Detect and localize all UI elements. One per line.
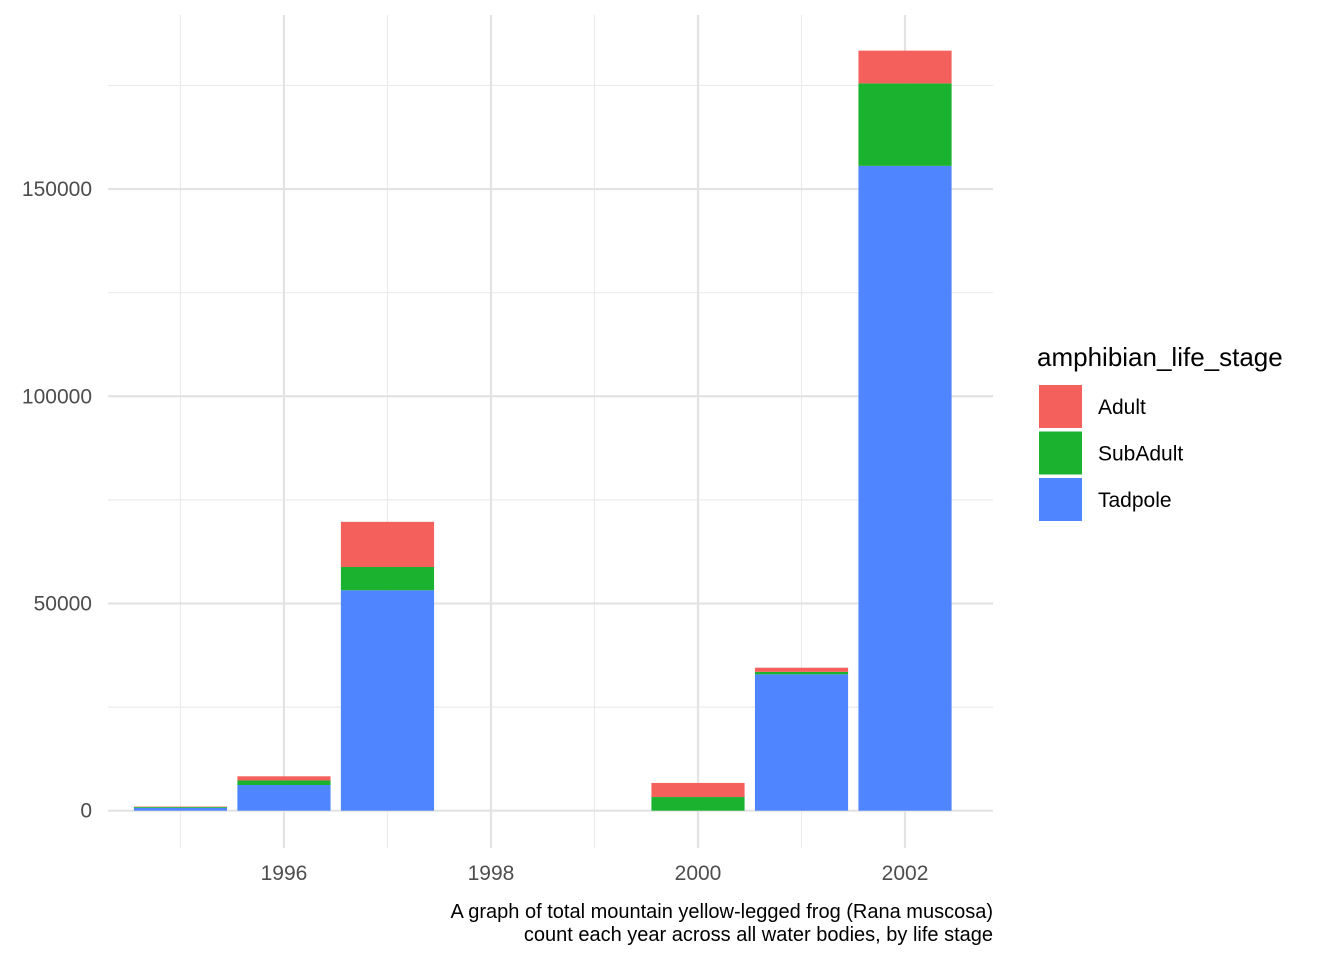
bar-adult-2002: Adult 2002: 7900 xyxy=(858,50,952,84)
bar-subadult-1996: SubAdult 1996: 1100 xyxy=(237,780,331,786)
y-axis-ticks: 0 50000 100000 150000 xyxy=(22,178,92,823)
bar-tadpole-2002: Tadpole 2002: 155600 xyxy=(858,165,952,811)
caption-line-1: A graph of total mountain yellow-legged … xyxy=(450,901,993,923)
bar-subadult-1995: SubAdult 1995: 200 xyxy=(133,806,228,808)
minor-gridlines xyxy=(108,15,993,848)
bar-tadpole-2001: Tadpole 2001: 32900 xyxy=(754,674,849,811)
legend-key-tadpole xyxy=(1039,478,1082,521)
legend-key-subadult xyxy=(1039,431,1082,475)
bar-subadult-2001: SubAdult 2001: 600 xyxy=(754,671,849,675)
x-tick-label: 2002 xyxy=(882,862,929,885)
bar-adult-2001: Adult 2001: 1000 xyxy=(754,667,849,672)
bar-adult-1997: Adult 1997: 10900 xyxy=(340,521,435,568)
legend: amphibian_life_stage Adult SubAdult Tadpol… xyxy=(1037,342,1283,521)
bar-subadult-1997: SubAdult 1997: 5600 xyxy=(340,567,435,591)
bar-subadult-2000: SubAdult 2000: 3300 xyxy=(651,797,745,811)
y-tick-label: 50000 xyxy=(34,592,92,615)
bars: Tadpole 1995: 700SubAdult 1995: 200 Adult… xyxy=(133,50,952,811)
x-axis-ticks: 1996 1998 2000 2002 xyxy=(261,862,929,885)
major-gridlines xyxy=(108,15,993,848)
bar-tadpole-1996: Tadpole 1996: 6200 xyxy=(237,785,331,811)
legend-title: amphibian_life_stage xyxy=(1037,342,1283,372)
y-tick-label: 100000 xyxy=(22,385,92,408)
caption-line-2: count each year across all water bodies,… xyxy=(524,924,993,946)
legend-label-tadpole: Tadpole xyxy=(1098,489,1172,512)
x-tick-label: 1996 xyxy=(261,862,308,885)
bar-adult-1996: Adult 1996: 1000 xyxy=(237,776,331,781)
y-tick-label: 0 xyxy=(80,800,92,823)
legend-label-adult: Adult xyxy=(1098,396,1146,419)
bar-subadult-2002: SubAdult 2002: 19900 xyxy=(858,83,952,166)
y-tick-label: 150000 xyxy=(22,178,92,201)
bar-tadpole-1995: Tadpole 1995: 700 xyxy=(133,807,228,811)
bar-tadpole-1997: Tadpole 1997: 53200 xyxy=(340,590,435,811)
legend-label-subadult: SubAdult xyxy=(1098,443,1183,466)
legend-items: Adult SubAdult Tadpole xyxy=(1039,385,1183,521)
x-tick-label: 2000 xyxy=(675,862,722,885)
bar-adult-2000: Adult 2000: 3400 xyxy=(651,782,745,798)
legend-key-adult xyxy=(1039,385,1082,428)
x-tick-label: 1998 xyxy=(468,862,515,885)
